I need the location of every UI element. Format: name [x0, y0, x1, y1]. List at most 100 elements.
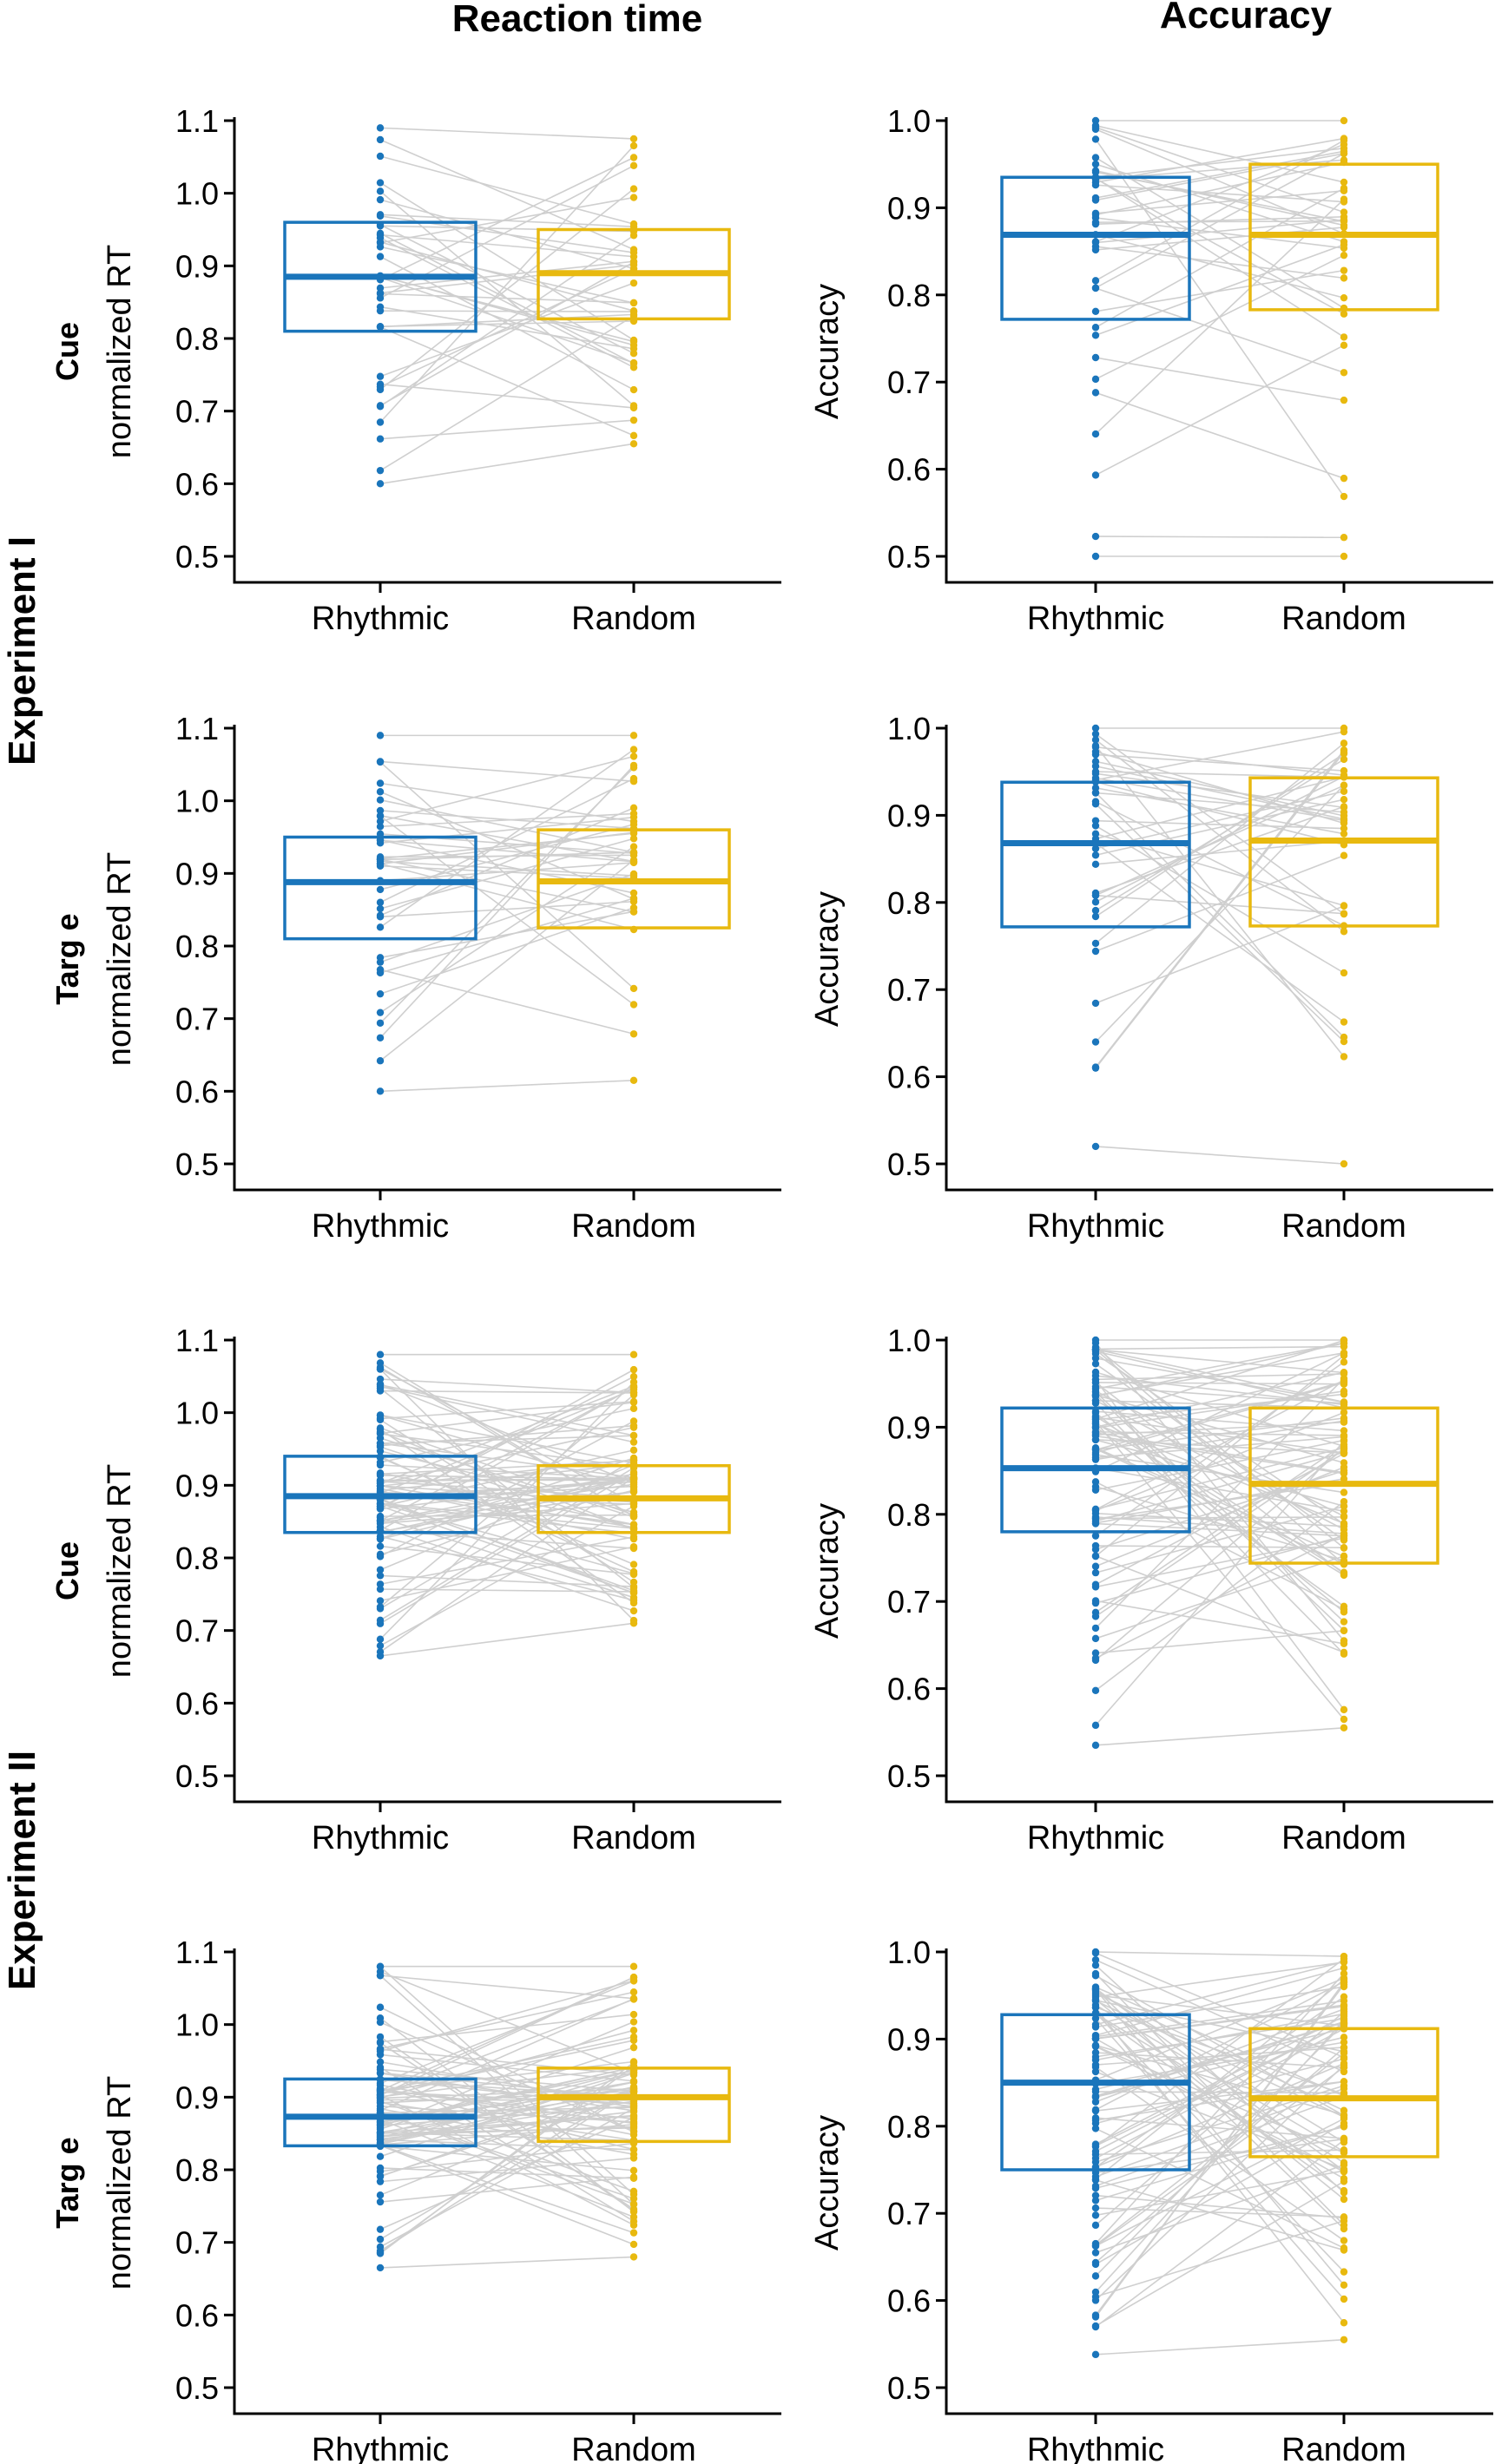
point-rhythmic [376, 135, 385, 144]
point-rhythmic [376, 855, 385, 863]
point-rhythmic [1091, 1597, 1100, 1605]
y-tick-label: 0.9 [175, 1468, 219, 1503]
point-random [1340, 1637, 1348, 1645]
point-rhythmic [1091, 1552, 1100, 1561]
point-random [629, 830, 638, 838]
point-rhythmic [1091, 2098, 1100, 2106]
pair-line [1095, 2004, 1345, 2152]
point-rhythmic [376, 1087, 385, 1095]
point-random [1340, 2038, 1348, 2047]
point-random [1340, 773, 1348, 781]
pair-line [1095, 150, 1345, 199]
paired-lines [379, 1353, 635, 1657]
pair-line [1095, 2013, 1345, 2164]
point-rhythmic [1091, 1454, 1100, 1462]
point-rhythmic [1091, 2034, 1100, 2043]
point-rhythmic [1091, 1482, 1100, 1491]
point-random [1340, 178, 1348, 187]
point-rhythmic [1091, 1532, 1100, 1540]
point-rhythmic [376, 1566, 385, 1574]
panel-1: 0.5 0.6 0.7 0.8 0.9 1.0 1.1 Rhythmic Random Cue no… [49, 103, 781, 637]
x-tick-label-random: Random [571, 2432, 696, 2464]
pair-line [1095, 1439, 1345, 1508]
point-random [629, 1422, 638, 1429]
pair-line [379, 2127, 635, 2134]
pair-line [379, 2087, 635, 2099]
point-rhythmic [376, 2198, 385, 2206]
point-rhythmic [1091, 2258, 1100, 2267]
point-random [1340, 1479, 1348, 1488]
pair-line [379, 2007, 635, 2132]
point-random [629, 1542, 638, 1551]
paired-lines [379, 1965, 635, 2269]
point-random [1340, 1513, 1348, 1521]
point-random [629, 752, 638, 760]
point-rhythmic [376, 372, 385, 380]
point-rhythmic [1091, 2003, 1100, 2012]
pair-line [379, 2069, 635, 2135]
point-random [1340, 739, 1348, 747]
point-random [1340, 2186, 1348, 2195]
point-rhythmic [376, 323, 385, 331]
point-rhythmic [1091, 906, 1100, 915]
point-random [1340, 2178, 1348, 2185]
point-random [629, 2240, 638, 2249]
point-rhythmic [1091, 736, 1100, 744]
point-rhythmic [376, 1572, 385, 1580]
panel-3: 0.5 0.6 0.7 0.8 0.9 1.0 1.1 Rhythmic Random Targ … [49, 711, 781, 1245]
point-rhythmic [1091, 1624, 1100, 1633]
point-random [1340, 1522, 1348, 1530]
pair-line [1095, 1411, 1345, 1512]
pair-line [379, 900, 635, 918]
pair-line [1095, 143, 1345, 243]
pair-line [1095, 1447, 1345, 1558]
point-rhythmic [376, 1477, 385, 1485]
point-random [629, 265, 638, 273]
pair-line [1095, 1420, 1345, 1461]
point-random [629, 2166, 638, 2175]
pair-line [1095, 819, 1345, 830]
pair-line [379, 443, 635, 485]
pair-line [1095, 792, 1345, 1038]
point-rhythmic [376, 1553, 385, 1561]
y-axis-label: normalized RT [102, 852, 138, 1066]
point-rhythmic [376, 2039, 385, 2047]
point-random [629, 1001, 638, 1009]
pair-line [379, 2060, 635, 2092]
pair-line [379, 2071, 635, 2144]
point-rhythmic [1091, 1949, 1100, 1957]
point-rhythmic [376, 885, 385, 894]
point-rhythmic [376, 403, 385, 411]
pair-line [1095, 137, 1345, 183]
pair-line [379, 2091, 635, 2105]
point-random [629, 908, 638, 916]
paired-lines [1095, 120, 1345, 557]
point-rhythmic [1091, 123, 1100, 131]
point-rhythmic [376, 306, 385, 315]
y-tick-label: 0.5 [175, 539, 219, 575]
point-rhythmic [376, 904, 385, 913]
panel-7: 0.5 0.6 0.7 0.8 0.9 1.0 1.1 Rhythmic Random Targ … [49, 1935, 781, 2464]
pair-line [1095, 1421, 1345, 1720]
y-tick-label: 0.6 [175, 2297, 219, 2333]
pair-line [1095, 1555, 1345, 1639]
point-rhythmic [376, 812, 385, 820]
point-rhythmic [1091, 1649, 1100, 1657]
point-rhythmic [1091, 532, 1100, 541]
point-random [1340, 2114, 1348, 2123]
y-tick-label: 1.1 [175, 1935, 219, 1970]
point-random [1340, 552, 1348, 561]
point-random [629, 1398, 638, 1406]
pair-line [1095, 1505, 1345, 1574]
pair-line [1095, 1355, 1345, 1557]
point-random [629, 359, 638, 368]
pair-line [379, 1966, 635, 2196]
point-rhythmic [1091, 817, 1100, 825]
point-random [629, 2036, 638, 2045]
point-random [629, 1390, 638, 1399]
point-rhythmic [1091, 218, 1100, 227]
pair-line [1095, 1390, 1345, 1429]
point-rhythmic [1091, 375, 1100, 384]
point-rhythmic [376, 273, 385, 280]
pair-line [379, 1998, 635, 2112]
